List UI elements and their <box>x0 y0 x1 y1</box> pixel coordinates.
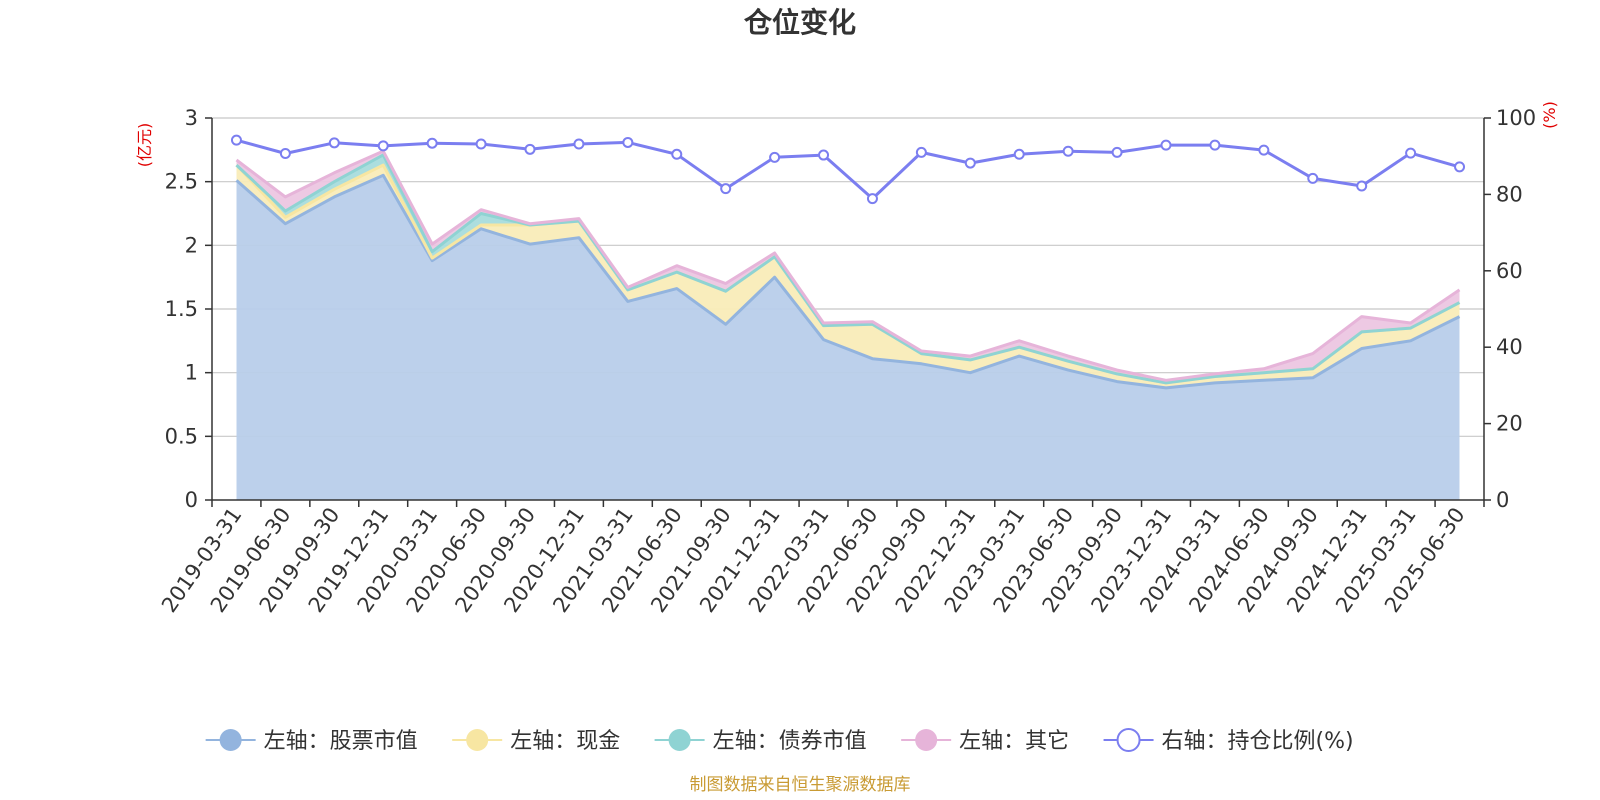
ratio-point <box>622 136 634 148</box>
ratio-point <box>915 146 927 158</box>
ratio-point <box>671 148 683 160</box>
ratio-point <box>1111 146 1123 158</box>
left-tick-label: 1 <box>185 361 198 385</box>
ratio-point <box>1160 139 1172 151</box>
ratio-point <box>524 143 536 155</box>
ratio-point <box>573 138 585 150</box>
ratio-point <box>964 157 976 169</box>
legend-label: 左轴：现金 <box>510 729 620 754</box>
legend-marker <box>915 729 938 751</box>
ratio-point <box>818 149 830 161</box>
right-axis-unit: (%) <box>1540 101 1559 129</box>
footer-source: 制图数据来自恒生聚源数据库 <box>690 775 911 795</box>
ratio-point <box>720 183 732 195</box>
stacked-areas <box>235 149 1461 501</box>
area-edge-4 <box>235 149 1461 382</box>
legend-marker <box>1116 728 1141 752</box>
left-axis-unit: (亿元) <box>135 123 154 168</box>
left-tick-label: 3 <box>185 106 198 130</box>
legend-marker <box>466 729 489 751</box>
legend-item: 左轴：其它 <box>901 729 1069 754</box>
right-tick-label: 20 <box>1496 412 1523 436</box>
legend-label: 左轴：其它 <box>959 729 1069 754</box>
ratio-point <box>866 193 878 205</box>
ratio-point <box>1454 161 1466 173</box>
left-tick-label: 0 <box>185 488 198 512</box>
right-tick-label: 40 <box>1496 335 1523 359</box>
ratio-point <box>475 138 487 150</box>
ratio-point <box>1356 180 1368 192</box>
legend-label: 左轴：股票市值 <box>264 729 418 754</box>
right-tick-label: 60 <box>1496 259 1523 283</box>
legend-item: 左轴：现金 <box>452 729 620 754</box>
ratio-point <box>1209 139 1221 151</box>
right-tick-label: 0 <box>1496 488 1509 512</box>
ratio-line-path <box>236 138 1460 201</box>
ratio-point <box>230 134 242 146</box>
legend-label: 左轴：债券市值 <box>713 729 867 754</box>
legend-marker <box>668 729 691 751</box>
legend-label: 右轴：持仓比例(%) <box>1162 729 1354 754</box>
area-edge-3 <box>235 153 1461 385</box>
left-tick-label: 2 <box>185 233 198 257</box>
area-edge-1 <box>235 173 1461 390</box>
right-tick-label: 80 <box>1496 182 1523 206</box>
ratio-point <box>328 137 340 149</box>
left-tick-label: 2.5 <box>165 170 198 194</box>
legend-marker <box>219 729 242 751</box>
left-tick-label: 0.5 <box>165 424 198 448</box>
right-tick-label: 100 <box>1496 106 1536 130</box>
ratio-point <box>1405 147 1417 159</box>
ratio-point <box>1258 144 1270 156</box>
ratio-point <box>426 137 438 149</box>
area-band-2 <box>236 165 1460 388</box>
ratio-point <box>377 140 389 152</box>
area-band-1 <box>236 175 1460 501</box>
ratio-line <box>230 134 1466 205</box>
ratio-point <box>1307 172 1319 184</box>
legend-item: 左轴：股票市值 <box>205 729 418 754</box>
chart-title: 仓位变化 <box>744 6 856 39</box>
ratio-point <box>1013 148 1025 160</box>
legend: 左轴：股票市值 左轴：现金 左轴：债券市值 左轴：其它 右轴：持仓比例(%) <box>205 728 1354 754</box>
ratio-point <box>279 148 291 160</box>
legend-item: 右轴：持仓比例(%) <box>1103 728 1354 754</box>
left-tick-label: 1.5 <box>165 297 198 321</box>
legend-item: 左轴：债券市值 <box>654 729 867 754</box>
ratio-point <box>1062 145 1074 157</box>
ratio-point <box>769 151 781 163</box>
